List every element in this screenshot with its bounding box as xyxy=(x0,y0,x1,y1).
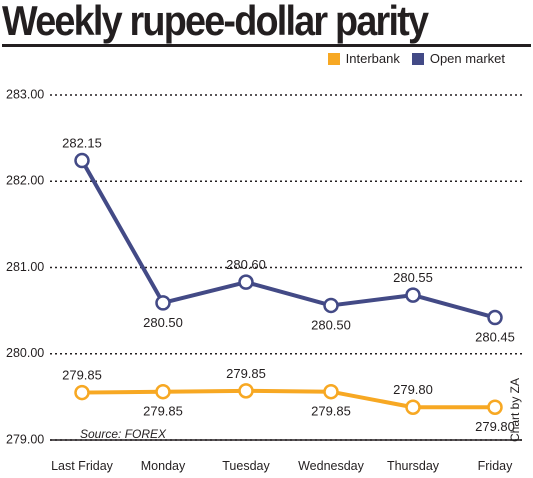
legend-swatch-interbank xyxy=(327,52,340,65)
legend-label-open-market: Open market xyxy=(429,51,505,66)
data-label-interbank: 279.80 xyxy=(475,419,515,434)
x-tick-label: Wednesday xyxy=(298,459,365,473)
data-label-open-market: 282.15 xyxy=(62,136,102,151)
legend-swatch-open-market xyxy=(411,52,424,65)
series-line-open-market xyxy=(80,159,496,320)
data-point-interbank xyxy=(74,384,90,401)
data-point-open-market xyxy=(487,309,503,326)
title-underline xyxy=(2,44,531,47)
data-label-interbank: 279.85 xyxy=(311,404,351,419)
x-tick-label: Last Friday xyxy=(51,459,114,473)
data-label-interbank: 279.85 xyxy=(226,366,266,381)
chart-legend: Interbank Open market xyxy=(316,51,505,66)
source-note: Source: FOREX xyxy=(80,427,167,441)
chart-title: Weekly rupee-dollar parity xyxy=(2,0,429,44)
data-label-interbank: 279.85 xyxy=(62,368,102,383)
data-label-open-market: 280.45 xyxy=(475,330,515,345)
data-point-interbank xyxy=(405,399,421,415)
data-point-interbank xyxy=(155,383,171,400)
data-label-open-market: 280.60 xyxy=(226,257,266,272)
chart-credit: Chart by ZA xyxy=(508,377,522,442)
legend-item-open-market: Open market xyxy=(411,51,505,66)
data-point-open-market xyxy=(74,152,90,169)
legend-item-interbank: Interbank xyxy=(327,51,400,66)
y-tick-label: 280.00 xyxy=(6,346,44,360)
data-point-open-market xyxy=(323,297,339,314)
data-point-interbank xyxy=(487,399,503,415)
x-tick-label: Monday xyxy=(141,459,186,473)
data-label-interbank: 279.85 xyxy=(143,404,183,419)
data-point-open-market xyxy=(238,274,254,290)
data-point-interbank xyxy=(238,383,254,399)
data-label-open-market: 280.50 xyxy=(143,315,183,330)
data-point-interbank xyxy=(323,383,339,400)
data-point-open-market xyxy=(405,287,421,303)
y-tick-label: 279.00 xyxy=(6,432,44,446)
x-tick-label: Tuesday xyxy=(222,459,270,473)
y-tick-label: 282.00 xyxy=(6,174,44,188)
data-point-open-market xyxy=(155,295,171,311)
y-tick-label: 283.00 xyxy=(6,87,44,101)
x-tick-label: Thursday xyxy=(387,459,440,473)
legend-label-interbank: Interbank xyxy=(345,51,400,66)
y-tick-label: 281.00 xyxy=(6,260,44,274)
x-tick-label: Friday xyxy=(478,459,513,473)
data-label-open-market: 280.50 xyxy=(311,317,351,332)
data-label-open-market: 280.55 xyxy=(393,270,433,285)
series-line-interbank xyxy=(81,388,495,410)
data-label-interbank: 279.80 xyxy=(393,382,433,397)
